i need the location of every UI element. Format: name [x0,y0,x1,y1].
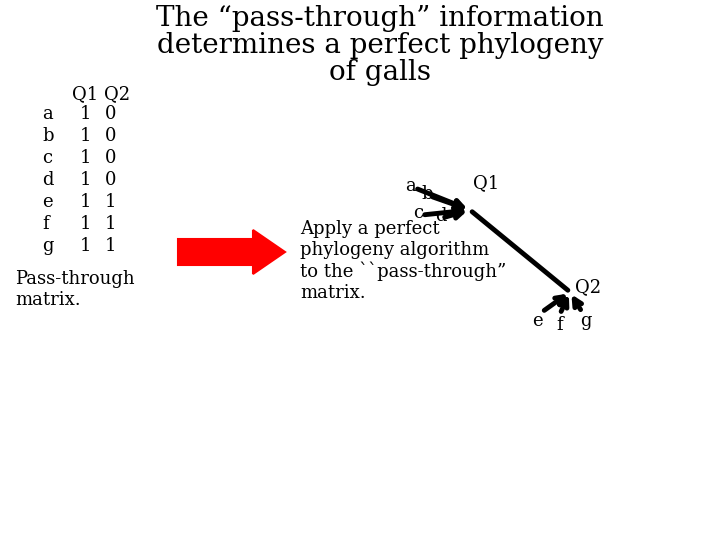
Text: f: f [556,316,562,334]
Text: Pass-through
matrix.: Pass-through matrix. [15,270,135,309]
Text: Apply a perfect
phylogeny algorithm
to the ``pass-through”
matrix.: Apply a perfect phylogeny algorithm to t… [300,220,506,302]
Text: The “pass-through” information: The “pass-through” information [156,5,604,32]
Text: e: e [532,312,543,330]
Text: c: c [42,149,52,167]
Text: 0: 0 [105,149,117,167]
Text: 1: 1 [80,171,91,189]
Text: 1: 1 [80,237,91,255]
Text: 0: 0 [105,171,117,189]
FancyArrow shape [178,230,285,274]
Text: a: a [405,177,415,195]
Text: d: d [42,171,53,189]
Text: d: d [435,207,446,225]
Text: e: e [42,193,53,211]
Text: c: c [413,204,423,222]
Text: f: f [42,215,49,233]
Text: 1: 1 [105,215,117,233]
Text: 0: 0 [105,105,117,123]
Text: Q1 Q2: Q1 Q2 [72,85,130,103]
Text: 1: 1 [80,193,91,211]
Text: 1: 1 [80,127,91,145]
Text: 0: 0 [105,127,117,145]
Text: b: b [421,185,433,203]
Text: g: g [42,237,53,255]
Text: 1: 1 [80,149,91,167]
Text: Q1: Q1 [473,174,499,192]
Text: b: b [42,127,53,145]
Text: a: a [42,105,53,123]
Text: 1: 1 [80,105,91,123]
Text: g: g [580,312,592,330]
Text: determines a perfect phylogeny: determines a perfect phylogeny [157,32,603,59]
Text: 1: 1 [80,215,91,233]
Text: 1: 1 [105,237,117,255]
Text: Q2: Q2 [575,278,601,296]
Text: of galls: of galls [329,59,431,86]
Text: 1: 1 [105,193,117,211]
